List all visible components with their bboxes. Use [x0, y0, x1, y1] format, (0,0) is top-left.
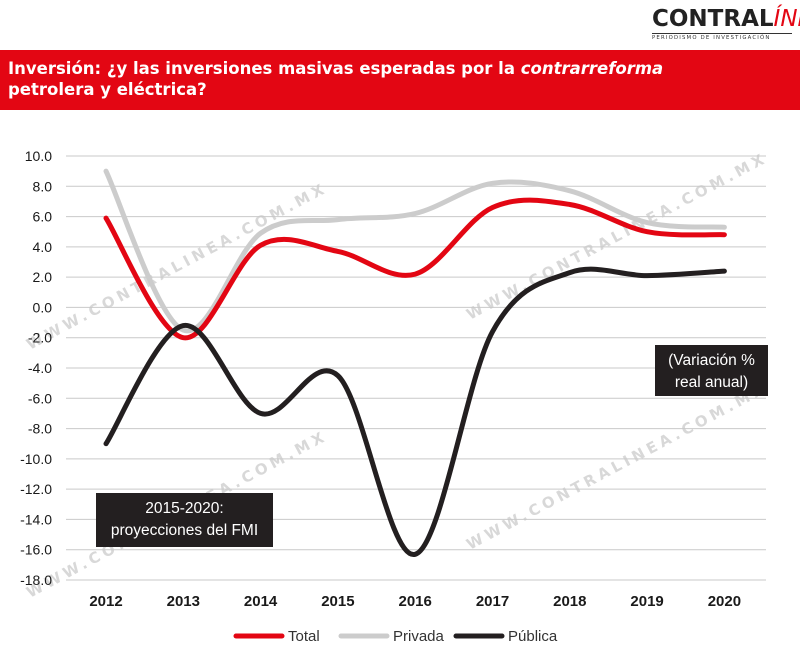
annotation-text: real anual) [675, 374, 748, 391]
line-chart: WWW.CONTRALINEA.COM.MXWWW.CONTRALINEA.CO… [20, 148, 770, 645]
x-tick-label: 2019 [630, 593, 663, 610]
y-tick-label: 10.0 [25, 148, 52, 164]
x-tick-label: 2018 [553, 593, 586, 610]
chart-annotations: 2015-2020: proyecciones del FMI (Variación… [96, 345, 768, 547]
y-tick-label: -16.0 [20, 542, 52, 558]
y-tick-label: 6.0 [33, 209, 53, 225]
contralinea-logo: CONTRALÍNEA PERIODISMO DE INVESTIGACIÓN [652, 6, 800, 44]
legend-item-privada: Privada [338, 628, 445, 645]
x-tick-label: 2016 [399, 593, 432, 610]
series-line-privada [103, 168, 727, 334]
chart-title-emphasis: contrarreforma [520, 59, 664, 78]
y-tick-label: -2.0 [28, 330, 52, 346]
chart-gridlines [66, 155, 766, 581]
annotation-background [96, 493, 273, 547]
watermark-text: WWW.CONTRALINEA.COM.MX [463, 379, 770, 554]
annotation-text: (Variación % [668, 352, 755, 369]
x-axis-ticks: 2012 2013 2014 2015 2016 2017 2018 2019 2020 [89, 593, 741, 610]
chart-title-part1: Inversión: ¿y las inversiones masivas es… [8, 59, 521, 78]
chart-legend: Total Privada Pública [233, 628, 558, 645]
logo-tagline: PERIODISMO DE INVESTIGACIÓN [652, 33, 792, 41]
x-tick-label: 2013 [167, 593, 200, 610]
y-tick-label: 2.0 [33, 269, 53, 285]
y-tick-label: -14.0 [20, 511, 52, 527]
x-tick-label: 2014 [244, 593, 278, 610]
y-tick-label: -6.0 [28, 390, 52, 406]
annotation-box: (Variación % real anual) [655, 345, 768, 396]
x-tick-label: 2020 [708, 593, 741, 610]
annotation-text: 2015-2020: [145, 500, 223, 517]
logo-wordmark: CONTRALÍNEA [652, 6, 800, 32]
y-tick-label: -8.0 [28, 421, 52, 437]
x-tick-label: 2012 [89, 593, 122, 610]
x-tick-label: 2015 [321, 593, 354, 610]
y-tick-label: 0.0 [33, 299, 53, 315]
legend-item-pública: Pública [453, 628, 558, 645]
y-tick-label: -10.0 [20, 451, 52, 467]
annotation-box: 2015-2020: proyecciones del FMI [96, 493, 273, 547]
series-line-pública [103, 266, 727, 557]
chart-title-part2: petrolera y eléctrica? [8, 80, 207, 99]
chart-series-lines [103, 168, 727, 557]
x-tick-label: 2017 [476, 593, 509, 610]
y-tick-label: -12.0 [20, 481, 52, 497]
y-tick-label: -4.0 [28, 360, 52, 376]
y-tick-label: -18.0 [20, 572, 52, 588]
legend-label: Pública [508, 628, 558, 645]
legend-label: Privada [393, 628, 445, 645]
chart-title: Inversión: ¿y las inversiones masivas es… [8, 58, 788, 100]
y-tick-label: 8.0 [33, 178, 53, 194]
title-banner: Inversión: ¿y las inversiones masivas es… [0, 50, 800, 110]
series-line-total [103, 197, 727, 341]
y-axis-ticks: 10.0 8.0 6.0 4.0 2.0 0.0 -2.0 -4.0 -6.0 -8.0 -10.0… [20, 148, 52, 588]
y-tick-label: 4.0 [33, 239, 53, 255]
legend-item-total: Total [233, 628, 320, 645]
annotation-text: proyecciones del FMI [111, 522, 258, 539]
annotation-background [655, 345, 768, 396]
legend-label: Total [288, 628, 320, 645]
logo-wordmark-part2: ÍNEA [773, 6, 800, 32]
logo-wordmark-part1: CONTRAL [652, 6, 774, 32]
